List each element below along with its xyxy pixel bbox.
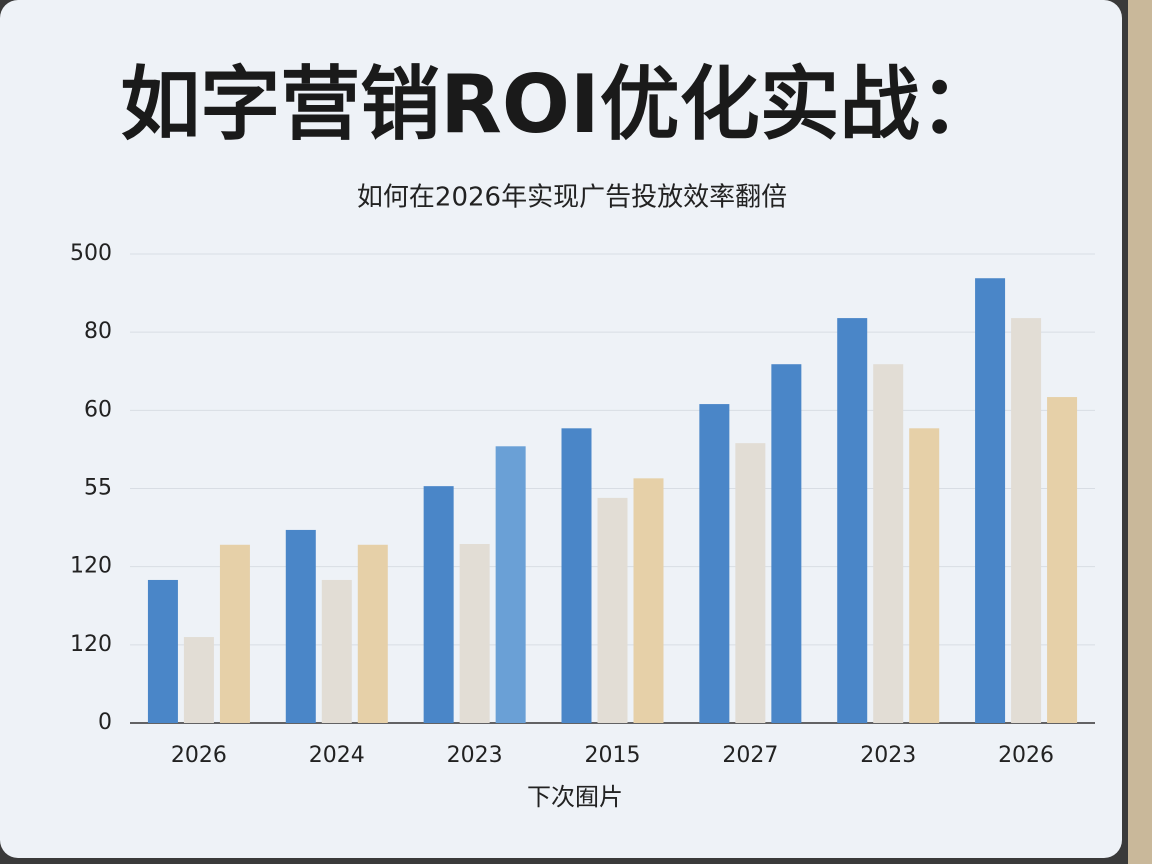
y-tick-label: 60 — [84, 397, 112, 422]
y-tick-label: 120 — [70, 632, 112, 657]
bar — [561, 428, 592, 723]
y-tick-label: 500 — [70, 241, 112, 266]
bar — [321, 579, 352, 723]
bar — [459, 543, 490, 723]
y-tick-label: 80 — [84, 319, 112, 344]
bar — [1011, 318, 1042, 723]
x-tick-label: 2024 — [309, 743, 365, 768]
bar — [837, 318, 868, 723]
y-tick-label: 0 — [98, 710, 112, 735]
x-tick-label: 2023 — [447, 743, 503, 768]
bar — [1047, 397, 1078, 723]
bar — [699, 404, 730, 723]
x-tick-label: 2015 — [585, 743, 641, 768]
bar — [423, 486, 454, 723]
y-tick-label: 55 — [84, 476, 112, 501]
bar — [597, 497, 628, 723]
y-tick-label: 120 — [70, 554, 112, 579]
bar — [495, 446, 526, 723]
bar — [735, 443, 766, 723]
bar — [285, 529, 316, 723]
bar — [771, 364, 802, 723]
bar — [183, 637, 214, 723]
bar — [633, 478, 664, 723]
x-tick-label: 2026 — [998, 743, 1054, 768]
bar — [975, 278, 1006, 723]
x-tick-label: 2026 — [171, 743, 227, 768]
chart-title: 如字营销ROI优化实战： — [120, 58, 999, 151]
x-tick-label: 2027 — [722, 743, 778, 768]
bar — [357, 544, 388, 723]
x-tick-label: 2023 — [860, 743, 916, 768]
chart-subtitle: 如何在2026年实现广告投放效率翻倍 — [357, 183, 787, 213]
x-axis-label: 下次囿片 — [527, 783, 623, 811]
bar — [873, 364, 904, 723]
bar — [909, 428, 940, 723]
wall — [1128, 0, 1152, 864]
bar — [219, 544, 250, 723]
bar — [147, 579, 178, 723]
